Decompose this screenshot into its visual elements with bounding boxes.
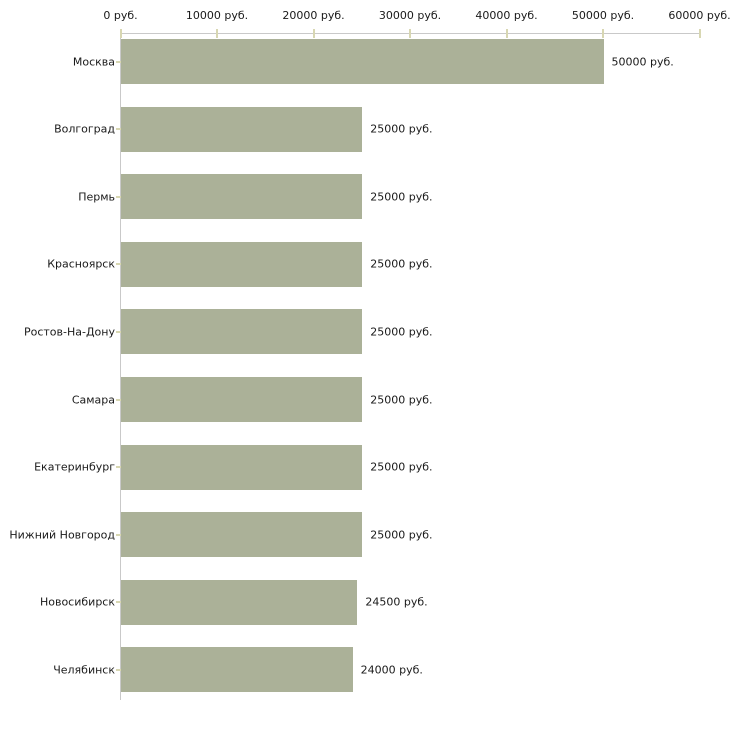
value-label: 25000 руб. (370, 460, 433, 474)
x-tick-label: 20000 руб. (282, 9, 345, 22)
category-tick-mark (116, 533, 121, 536)
x-tick-mark (119, 29, 122, 38)
x-tick-mark (312, 29, 315, 38)
value-label: 24500 руб. (365, 595, 428, 609)
bar (121, 647, 353, 693)
bar (121, 106, 363, 152)
category-tick-mark (116, 330, 121, 333)
category-tick-mark (116, 398, 121, 401)
category-label: Красноярск (47, 257, 115, 271)
x-tick-mark (216, 29, 218, 38)
category-label: Самара (71, 393, 115, 406)
value-label: 25000 руб. (370, 528, 433, 542)
value-label: 25000 руб. (370, 257, 433, 271)
bar (121, 444, 363, 490)
bar (121, 377, 363, 422)
value-label: 25000 руб. (370, 122, 433, 136)
bar (121, 241, 363, 287)
category-tick-mark (116, 466, 121, 469)
category-label: Екатеринбург (34, 460, 115, 474)
x-tick-label: 40000 руб. (475, 9, 538, 22)
bar (121, 579, 358, 625)
category-label: Новосибирск (39, 595, 115, 609)
bar (121, 512, 363, 558)
category-label: Челябинск (53, 663, 115, 677)
category-tick-mark (116, 601, 121, 604)
value-label: 25000 руб. (370, 325, 433, 339)
value-label: 25000 руб. (370, 190, 433, 204)
value-label: 50000 руб. (611, 55, 674, 68)
value-label: 24000 руб. (360, 663, 423, 677)
bar (121, 39, 604, 84)
x-tick-mark (409, 29, 411, 38)
category-tick-mark (116, 668, 121, 671)
bar (121, 309, 363, 355)
y-axis-line (120, 33, 121, 700)
category-tick-mark (116, 195, 121, 198)
category-label: Нижний Новгород (9, 528, 115, 542)
value-label: 25000 руб. (370, 393, 433, 406)
category-label: Волгоград (54, 122, 115, 136)
category-label: Москва (72, 55, 115, 68)
category-tick-mark (116, 263, 121, 266)
x-tick-label: 10000 руб. (185, 9, 249, 22)
x-tick-label: 60000 руб. (668, 9, 730, 22)
category-tick-mark (116, 128, 121, 131)
x-tick-mark (698, 29, 701, 38)
bar (121, 174, 363, 220)
category-label: Пермь (78, 190, 115, 204)
x-tick-mark (505, 29, 508, 38)
x-tick-mark (602, 29, 604, 38)
x-tick-label: 50000 руб. (571, 9, 635, 22)
x-tick-label: 30000 руб. (378, 9, 442, 22)
x-tick-label: 0 руб. (103, 9, 138, 22)
category-tick-mark (116, 60, 121, 63)
category-label: Ростов-На-Дону (23, 325, 115, 339)
